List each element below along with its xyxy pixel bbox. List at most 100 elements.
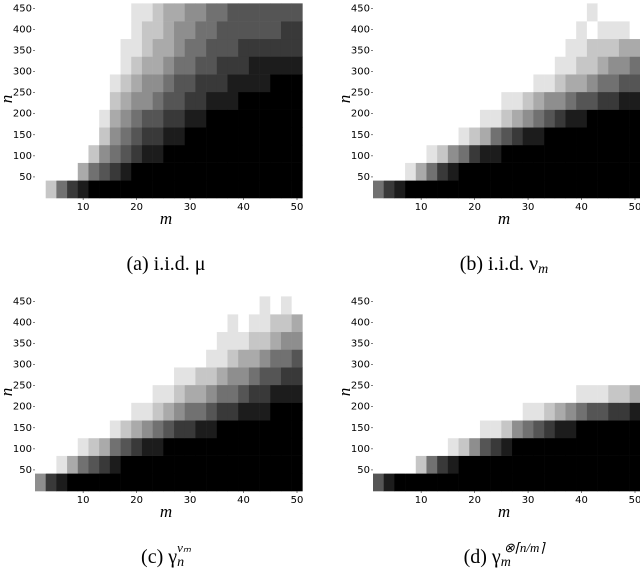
cell — [597, 455, 609, 474]
cell — [174, 127, 186, 146]
cell — [383, 127, 395, 146]
cell — [618, 3, 630, 22]
cell — [227, 367, 239, 386]
cell — [554, 420, 566, 439]
cell — [415, 402, 427, 421]
cell — [629, 3, 640, 22]
cell — [458, 455, 470, 474]
cell — [405, 180, 417, 199]
cell — [163, 38, 175, 57]
cell — [490, 109, 502, 128]
cell — [426, 473, 438, 492]
caption-text: (c) γ — [141, 546, 177, 568]
y-tick-label: 200 — [13, 402, 32, 413]
cell — [109, 3, 121, 22]
cell — [227, 109, 239, 128]
cell — [270, 314, 282, 333]
cell — [447, 420, 459, 439]
cell — [490, 180, 502, 199]
cell — [565, 420, 577, 439]
cell — [554, 384, 566, 403]
cell — [35, 91, 46, 110]
cell — [597, 473, 609, 492]
cell — [88, 367, 100, 386]
cell — [216, 420, 228, 439]
cell — [238, 56, 250, 75]
cell — [597, 437, 609, 456]
cell — [174, 109, 186, 128]
x-tick-label: 10 — [77, 202, 90, 213]
cell — [479, 455, 491, 474]
cell — [533, 180, 545, 199]
cell — [227, 144, 239, 163]
cell — [533, 402, 545, 421]
cell — [565, 21, 577, 40]
cell — [447, 127, 459, 146]
cell — [447, 21, 459, 40]
cell — [270, 127, 282, 146]
cell — [405, 91, 417, 110]
y-tick-label: 200 — [351, 402, 370, 413]
cell — [163, 455, 175, 474]
cell — [447, 3, 459, 22]
cell — [479, 296, 491, 315]
cell — [248, 384, 260, 403]
cell — [248, 473, 260, 492]
cell — [270, 162, 282, 181]
cell — [35, 144, 46, 163]
cell — [195, 3, 207, 22]
cell — [533, 21, 545, 40]
cell — [437, 21, 449, 40]
cell — [394, 296, 406, 315]
cell — [565, 56, 577, 75]
caption: (c) γnνₘ — [141, 540, 192, 570]
cell — [238, 296, 250, 315]
cell — [597, 38, 609, 57]
y-tick-label: 150 — [351, 130, 370, 141]
cell — [394, 127, 406, 146]
cell — [597, 3, 609, 22]
cell — [238, 74, 250, 93]
y-tick-label: 300 — [351, 360, 370, 371]
cell — [120, 127, 132, 146]
cell — [163, 109, 175, 128]
cell — [618, 384, 630, 403]
cell — [394, 91, 406, 110]
cell — [544, 162, 556, 181]
cell — [120, 56, 132, 75]
cell — [533, 56, 545, 75]
cell — [522, 296, 534, 315]
cell — [152, 314, 164, 333]
cell — [394, 180, 406, 199]
cell — [77, 384, 89, 403]
cell — [576, 384, 588, 403]
cell — [576, 162, 588, 181]
cell — [383, 56, 395, 75]
cell — [544, 21, 556, 40]
cell — [206, 144, 218, 163]
cell — [99, 437, 111, 456]
cell — [67, 473, 79, 492]
cell — [99, 74, 111, 93]
cell — [77, 91, 89, 110]
cell — [576, 3, 588, 22]
cell — [77, 367, 89, 386]
cell — [184, 367, 196, 386]
cell — [533, 91, 545, 110]
cell — [501, 74, 513, 93]
cell — [270, 91, 282, 110]
cell — [576, 402, 588, 421]
cell — [45, 38, 57, 57]
cell — [45, 109, 57, 128]
cell — [501, 38, 513, 57]
cell — [206, 349, 218, 368]
cell — [99, 21, 111, 40]
cell — [184, 56, 196, 75]
cell — [216, 74, 228, 93]
cell — [238, 91, 250, 110]
cell — [216, 127, 228, 146]
cell — [99, 384, 111, 403]
cell — [227, 420, 239, 439]
cell — [291, 21, 303, 40]
cell — [479, 162, 491, 181]
